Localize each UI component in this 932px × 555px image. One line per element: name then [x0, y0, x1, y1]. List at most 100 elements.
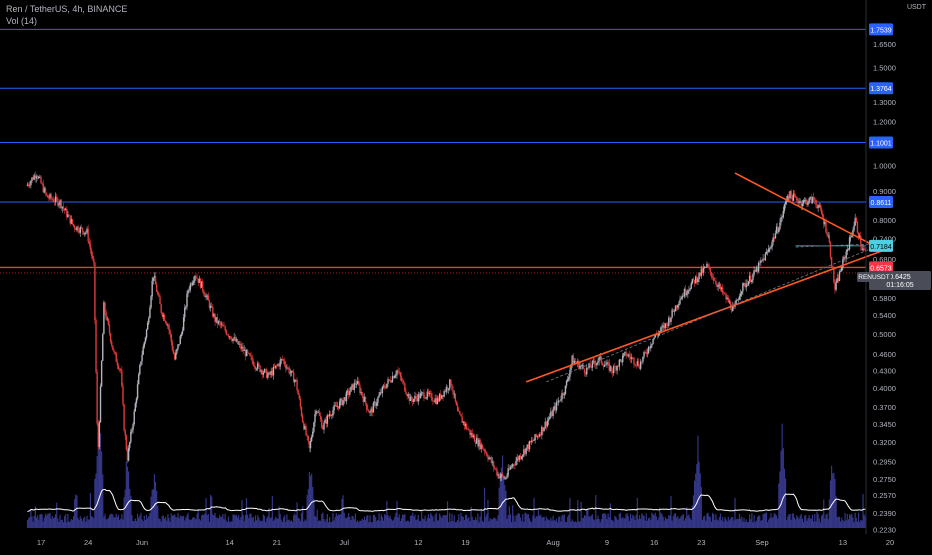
candle-body [312, 431, 314, 437]
candle-body [562, 392, 564, 396]
level-price-label: 1.1001 [870, 141, 892, 148]
candle-body [228, 336, 231, 337]
volume-bar [815, 521, 817, 528]
volume-bar [367, 514, 369, 528]
volume-bar [386, 501, 388, 528]
volume-bar [227, 516, 230, 528]
volume-bar [483, 487, 486, 528]
time-tick-label: Aug [546, 538, 559, 547]
price-tick-label: 0.2230 [873, 526, 896, 535]
candle-body [820, 208, 823, 214]
volume-bar [402, 514, 404, 528]
volume-bar [431, 515, 433, 528]
volume-indicator-label[interactable]: Vol (14) [6, 16, 38, 26]
volume-bar [180, 516, 182, 528]
volume-bar [65, 514, 67, 528]
volume-bar [425, 521, 427, 528]
candle-body [204, 294, 206, 298]
candle-body [397, 370, 399, 373]
candles [26, 171, 866, 482]
volume-bar [143, 515, 145, 528]
candle-body [313, 422, 315, 432]
candle-body [50, 194, 52, 199]
volume-bar [779, 471, 781, 528]
candle-body [592, 360, 595, 362]
candle-body [331, 415, 333, 416]
cyan-level-label: 0.7184 [870, 244, 892, 251]
volume-bar [41, 514, 43, 528]
candle-body [104, 302, 106, 313]
price-axis[interactable]: 1.65001.50001.30001.20001.00000.90000.80… [873, 40, 896, 534]
candle-body [681, 295, 683, 299]
volume-bar [349, 517, 351, 528]
volume-bar [406, 520, 408, 528]
candle-body [254, 366, 257, 370]
candle-body [319, 415, 322, 420]
candle-body [34, 175, 37, 179]
volume-bar [440, 516, 442, 528]
candle-body [725, 293, 727, 300]
volume-bar [287, 519, 289, 528]
volume-bar [399, 521, 401, 528]
volume-bar [707, 512, 709, 528]
candle-body [107, 318, 110, 325]
candle-body [478, 439, 480, 447]
volume-bar [85, 521, 87, 528]
candle-body [309, 441, 312, 449]
candle-body [774, 233, 777, 239]
volume-bar [526, 514, 528, 528]
volume-bar [302, 506, 304, 528]
candle-body [450, 379, 452, 385]
volume-bar [647, 518, 650, 528]
candle-body [43, 188, 46, 193]
volume-bar [517, 513, 519, 528]
volume-bar [804, 515, 806, 528]
candle-body [607, 362, 609, 363]
candle-body [400, 376, 403, 381]
candle-body [846, 249, 849, 252]
volume-bar [260, 520, 262, 528]
candle-body [535, 434, 537, 437]
candle-body [797, 200, 799, 204]
time-axis[interactable]: 17 24 Jun 14 21 Jul 12 19 Aug 9 16 23 Sep 13 20 [37, 538, 894, 547]
candle-body [282, 359, 285, 361]
volume-bar [368, 522, 370, 528]
price-tick-label: 0.2390 [873, 509, 896, 518]
candle-body [570, 364, 572, 371]
volume-bar [489, 518, 491, 528]
candle-body [42, 183, 44, 193]
volume-bar [57, 518, 59, 528]
candle-body [93, 258, 95, 263]
volume-bar [439, 513, 441, 528]
candle-body [449, 379, 451, 389]
time-tick-label: 16 [650, 538, 658, 547]
candle-body [832, 266, 834, 268]
volume-bar [422, 518, 424, 528]
volume-bar [597, 515, 599, 528]
candle-body [171, 342, 174, 350]
volume-bar [351, 515, 353, 528]
volume-bar [454, 522, 456, 528]
volume-bar [842, 520, 844, 528]
candle-body [406, 394, 408, 397]
volume-bar [46, 515, 48, 528]
volume-bar [753, 515, 755, 528]
candle-body [71, 219, 74, 225]
candle-body [168, 325, 170, 331]
candle-body [765, 252, 768, 254]
candle-body [848, 237, 851, 250]
volume-bar [153, 474, 156, 528]
volume-bar [689, 518, 691, 528]
candle-body [811, 196, 814, 204]
volume-bar [846, 513, 848, 528]
candle-body [844, 257, 846, 259]
candle-body [569, 370, 571, 377]
volume-bar [281, 521, 284, 528]
candle-body [584, 372, 587, 375]
volume-bar [285, 521, 287, 528]
candle-body [708, 266, 710, 268]
symbol-title[interactable]: Ren / TetherUS, 4h, BINANCE [6, 4, 128, 14]
volume-bar [463, 519, 465, 528]
